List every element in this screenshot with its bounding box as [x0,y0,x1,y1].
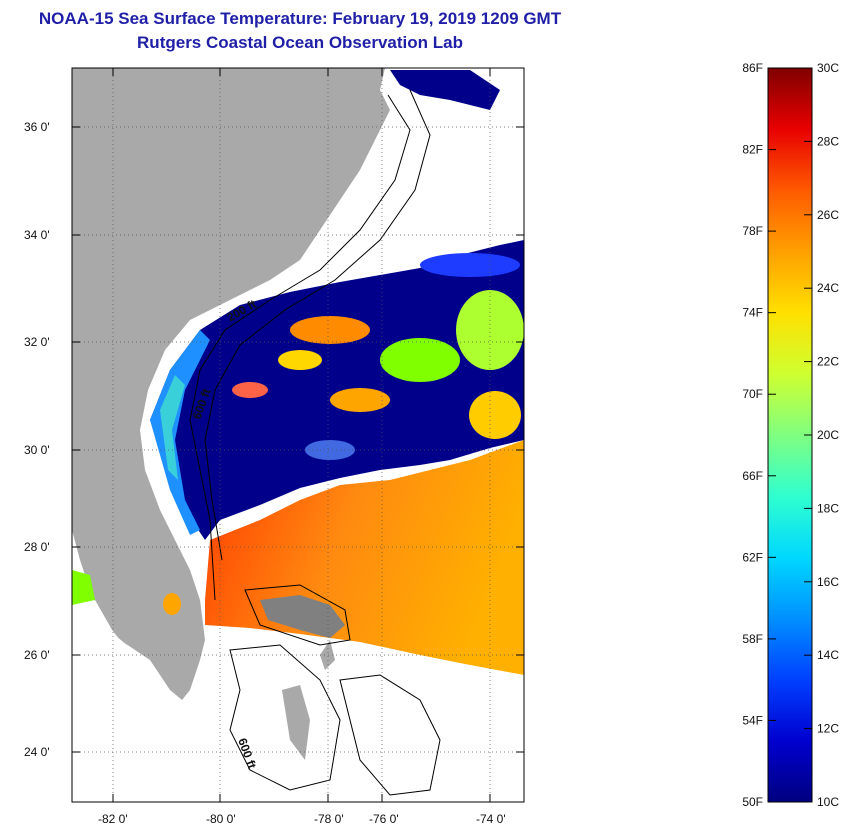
lon-label: -76 0' [369,812,399,826]
colorbar-f-label: 54F [742,713,763,727]
colorbar-c-label: 14C [817,648,839,662]
isobath-600ft [204,89,431,561]
green-patch [456,290,524,370]
lat-label: 32 0' [24,335,50,349]
warm-eddy [330,388,390,412]
lon-label: -80 0' [206,812,236,826]
warm-eddy [469,391,521,439]
colorbar-fahrenheit-labels: 86F 82F 78F 74F 70F 66F 62F 58F 54F 50F [742,61,763,809]
map-plot-area: 200 ft 600 ft 600 ft [72,68,524,802]
lon-label: -74 0' [476,812,506,826]
bahamas-eleuthera [320,640,335,670]
colorbar-c-label: 28C [817,134,839,148]
lat-label: 24 0' [24,745,50,759]
axis-ticks [72,68,524,802]
colorbar-celsius-labels: 30C 28C 26C 24C 22C 20C 18C 16C 14C 12C 10C [817,61,839,809]
lat-lon-grid [72,68,524,802]
lat-label: 34 0' [24,228,50,242]
colorbar-f-label: 50F [742,795,763,809]
colorbar-c-label: 10C [817,795,839,809]
warm-eddy [232,382,268,398]
colorbar-c-label: 24C [817,281,839,295]
colorbar-f-label: 62F [742,550,763,564]
north-cold-water [390,70,500,110]
map-frame [71,67,525,803]
lat-label: 36 0' [24,120,50,134]
colorbar: 86F 82F 78F 74F 70F 66F 62F 58F 54F 50F 30C 28C 26C… [742,61,839,809]
colorbar-f-label: 78F [742,224,763,238]
cool-patch [305,440,355,460]
bahamas-andros [282,685,310,760]
bahamas-grand-bahama [260,595,345,638]
colorbar-f-label: 82F [742,143,763,157]
lat-label: 30 0' [24,443,50,457]
colorbar-f-label: 66F [742,469,763,483]
colorbar-c-label: 22C [817,355,839,369]
colorbar-ticks [768,67,812,803]
colorbar-c-label: 20C [817,428,839,442]
colorbar-f-label: 86F [742,61,763,75]
isobath-bahamas [244,584,351,646]
isobath-bahamas-south [229,644,341,791]
isobath-200ft [189,94,411,601]
gulf-water [72,595,170,700]
warm-eddy [278,350,322,370]
colorbar-f-label: 58F [742,632,763,646]
colorbar-c-label: 26C [817,208,839,222]
cool-patch [420,253,520,277]
colorbar-f-label: 74F [742,306,763,320]
isobath-bahamas-east [339,674,441,796]
colorbar-c-label: 30C [817,61,839,75]
colorbar-c-label: 18C [817,501,839,515]
colorbar-c-label: 16C [817,575,839,589]
nearshore-cool-water [160,375,185,480]
colorbar-f-label: 70F [742,387,763,401]
lat-label: 26 0' [24,648,50,662]
colorbar-c-label: 12C [817,722,839,736]
nearshore-water [150,330,210,535]
lake-okeechobee [163,593,181,615]
lon-label: -78 0' [314,812,344,826]
map-subtitle: Rutgers Coastal Ocean Observation Lab [137,33,463,52]
gulf-warm-water [72,570,95,605]
green-patch [380,338,460,382]
map-title: NOAA-15 Sea Surface Temperature: Februar… [38,9,562,28]
land-southeast-us [72,68,390,700]
cold-water-region [150,240,524,540]
lat-label: 28 0' [24,540,50,554]
lon-label: -82 0' [98,812,128,826]
warm-eddy [290,316,370,344]
